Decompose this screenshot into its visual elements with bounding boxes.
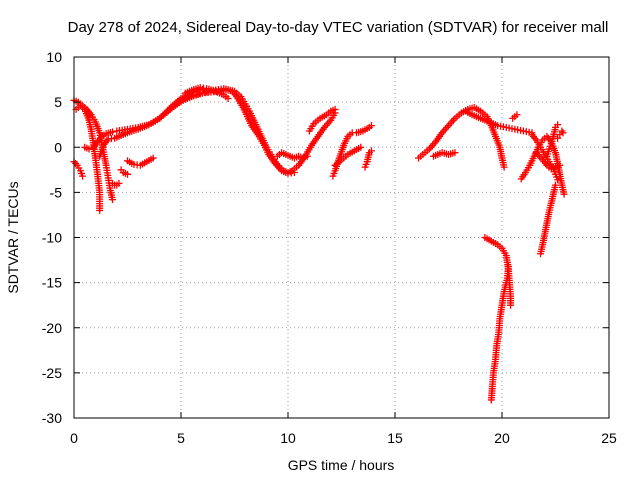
series-arc17	[430, 149, 459, 160]
data-point	[224, 95, 232, 103]
series-arc15	[361, 147, 375, 171]
data-point	[554, 121, 562, 129]
data-point	[559, 129, 567, 137]
data-point	[96, 206, 104, 214]
data-point	[357, 143, 365, 151]
series-arc16	[415, 104, 508, 171]
data-point	[149, 154, 157, 162]
data-point	[507, 301, 515, 309]
series-arc18	[462, 107, 536, 137]
data-point	[109, 196, 117, 204]
data-point	[79, 172, 87, 180]
data-point	[331, 105, 339, 113]
data-point	[487, 396, 495, 404]
x-tick-labels: 0 5 10 15 20 25	[70, 430, 617, 446]
y-axis-label: SDTVAR / TECUs	[5, 181, 21, 293]
series-arc2	[72, 102, 104, 214]
y-tick-label: -15	[42, 275, 62, 291]
data-point	[554, 134, 562, 142]
series-arc12	[305, 105, 339, 135]
grid	[74, 57, 609, 418]
x-tick-label: 10	[280, 430, 296, 446]
data-point	[556, 161, 564, 169]
data-point	[290, 169, 298, 177]
data-point	[367, 147, 375, 155]
y-tick-label: -30	[42, 410, 62, 426]
data-point	[303, 152, 311, 160]
series-arc14	[331, 143, 365, 169]
data-point	[500, 163, 508, 171]
series-arc9	[117, 166, 131, 178]
x-tick-label: 0	[70, 430, 78, 446]
x-tick-label: 20	[494, 430, 510, 446]
data-point	[513, 111, 521, 119]
y-tick-label: -5	[50, 184, 63, 200]
y-tick-label: 10	[46, 49, 62, 65]
series-arc7	[181, 84, 232, 103]
x-axis-label: GPS time / hours	[288, 457, 395, 473]
data-point	[109, 128, 117, 136]
y-tick-labels: -30 -25 -20 -15 -10 -5 0 5 10	[42, 49, 62, 426]
x-tick-label: 5	[177, 430, 185, 446]
series-arc24	[532, 149, 564, 173]
data-point	[552, 181, 559, 189]
series-arc21	[509, 111, 521, 122]
y-tick-label: 0	[54, 139, 62, 155]
data-point	[554, 176, 562, 184]
data-point	[451, 149, 459, 157]
series-arc20	[487, 262, 512, 404]
series-arc6	[173, 85, 298, 177]
series-arc27	[554, 127, 567, 142]
series-arc10	[109, 179, 123, 189]
y-tick-label: -25	[42, 365, 62, 381]
x-tick-label: 25	[601, 430, 617, 446]
data-point	[560, 190, 568, 198]
data-point	[115, 179, 123, 187]
data-point	[85, 145, 93, 153]
axis-ticks	[73, 56, 610, 419]
data-point	[367, 122, 375, 130]
y-tick-label: -10	[42, 230, 62, 246]
x-tick-label: 15	[387, 430, 403, 446]
data-points	[70, 84, 568, 404]
y-tick-label: 5	[54, 94, 62, 110]
data-point	[124, 170, 131, 178]
chart-title: Day 278 of 2024, Sidereal Day-to-day VTE…	[68, 19, 609, 36]
series-arc3	[70, 158, 87, 180]
series-arc8	[124, 154, 157, 169]
series-arc26	[543, 121, 562, 160]
y-tick-label: -20	[42, 320, 62, 336]
series-arc11	[273, 149, 311, 162]
series-arc25	[537, 181, 559, 258]
